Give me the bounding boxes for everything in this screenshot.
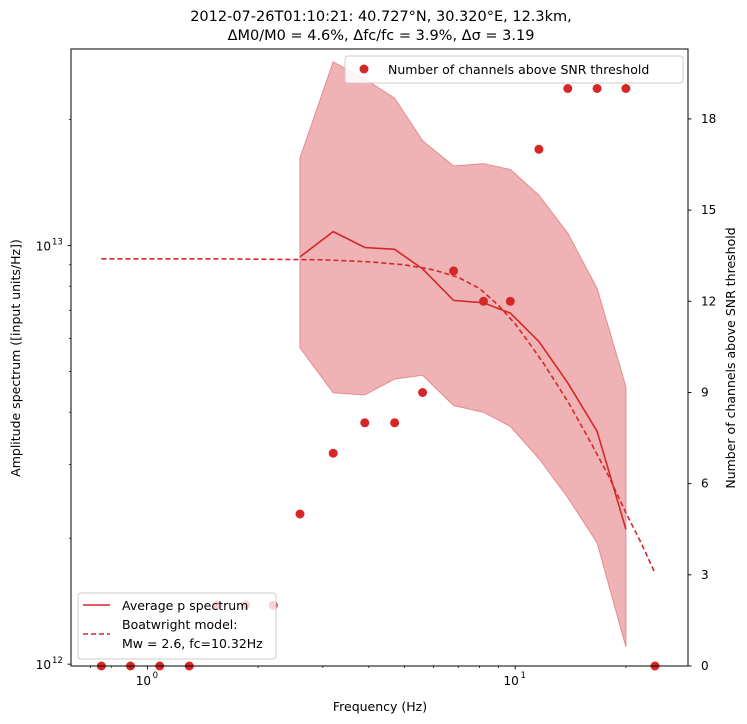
y-left-tick-exponent: 13 — [52, 238, 63, 248]
channel-count-point — [328, 448, 338, 458]
channel-count-point — [295, 509, 305, 519]
channel-count-point — [449, 266, 459, 276]
y-left-tick-label: 10 — [36, 658, 51, 672]
y-right-tick-label: 9 — [701, 385, 709, 399]
left-y-axis-label: Amplitude spectrum ([input units/Hz]) — [8, 239, 23, 477]
legend-top-right: Number of channels above SNR threshold — [344, 55, 684, 84]
right-y-axis-ticks: 0 3 6 9 12 15 18 — [688, 112, 716, 673]
channel-count-point — [479, 296, 488, 306]
legend-model-label-line1: Boatwright model: — [122, 617, 238, 632]
x-tick-exponent: 1 — [520, 671, 525, 681]
legend-scatter-label: Number of channels above SNR threshold — [388, 62, 649, 77]
average-spectrum-line — [299, 230, 627, 530]
channel-count-point — [360, 418, 370, 428]
y-left-tick-exponent: 12 — [52, 656, 63, 666]
legend-average-label: Average p spectrum — [122, 598, 248, 613]
y-right-tick-label: 6 — [701, 477, 709, 491]
chart-title-line1: 2012-07-26T01:10:21: 40.727°N, 30.320°E,… — [190, 9, 572, 25]
plot-frame — [70, 48, 689, 667]
channel-count-point — [534, 144, 544, 154]
y-left-tick-label: 10 — [36, 240, 51, 254]
y-right-tick-label: 15 — [701, 203, 716, 217]
legend-top-box — [344, 55, 684, 84]
y-right-tick-label: 3 — [701, 568, 709, 582]
channel-count-point — [390, 418, 400, 428]
channel-count-point — [621, 84, 631, 93]
x-tick-label: 10 — [136, 674, 151, 688]
channel-count-point — [505, 296, 515, 306]
chart-title-line2: ΔM0/M0 = 4.6%, Δfc/fc = 3.9%, Δσ = 3.19 — [228, 28, 535, 44]
y-right-tick-label: 12 — [701, 294, 716, 308]
legend-model-label-line2: Mw = 2.6, fc=10.32Hz — [122, 636, 263, 651]
channel-count-point — [563, 84, 573, 93]
legend-bottom-box — [77, 592, 277, 660]
x-tick-label: 10 — [504, 674, 519, 688]
x-tick-exponent: 0 — [153, 671, 158, 681]
legend-scatter-marker — [359, 64, 369, 74]
boatwright-model-line — [101, 257, 656, 574]
x-axis-label: Frequency (Hz) — [333, 699, 427, 714]
spectrum-band — [299, 61, 627, 647]
band-layer — [299, 61, 627, 647]
y-right-tick-label: 18 — [701, 112, 716, 126]
lines-layer — [101, 230, 656, 574]
y-right-tick-label: 0 — [701, 659, 709, 673]
legend-bottom-left: Average p spectrum Boatwright model: Mw … — [77, 592, 277, 660]
channel-count-point — [592, 84, 602, 93]
right-y-axis-label: Number of channels above SNR threshold — [723, 227, 738, 488]
x-axis-ticks: 10 0 10 1 — [90, 666, 627, 688]
channel-count-point — [418, 388, 428, 397]
